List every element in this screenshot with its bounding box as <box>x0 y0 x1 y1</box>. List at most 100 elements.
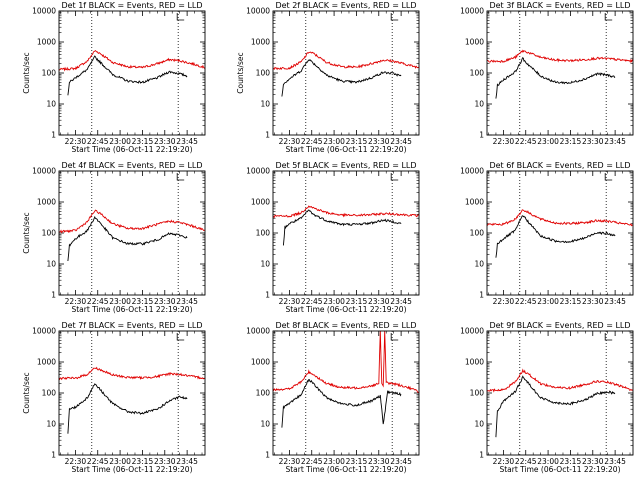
y-tick-label: 10000 <box>246 327 270 336</box>
x-tick-label: 23:00 <box>537 457 559 466</box>
y-tick-label: 10 <box>474 100 484 109</box>
x-axis-label: Start Time (06-Oct-11 22:19:20) <box>499 465 620 474</box>
y-tick-label: 10 <box>474 420 484 429</box>
chart-panel: Det 7f BLACK = Events, RED = LLD 1 10 100 10… <box>22 321 206 474</box>
y-tick-label: 1000 <box>251 198 270 207</box>
x-tick-label: 22:30 <box>493 297 515 306</box>
x-axis-label: Start Time (06-Oct-11 22:19:20) <box>71 145 192 154</box>
chart-panel: Det 4f BLACK = Events, RED = LLD 1 10 100 10… <box>22 161 206 314</box>
y-tick-label: 100 <box>256 69 271 78</box>
time-marker-bracket <box>176 13 185 21</box>
series-line-black-events <box>495 375 616 438</box>
x-tick-label: 23:00 <box>537 137 559 146</box>
y-tick-label: 1000 <box>465 198 484 207</box>
chart-title: Det 6f BLACK = Events, RED = LLD <box>489 161 630 170</box>
series-line-black-events <box>281 378 402 428</box>
y-tick-label: 10000 <box>460 167 484 176</box>
chart-title: Det 9f BLACK = Events, RED = LLD <box>489 321 630 330</box>
y-tick-label: 10 <box>260 260 270 269</box>
plot-frame <box>272 330 420 456</box>
chart-title: Det 1f BLACK = Events, RED = LLD <box>61 1 202 10</box>
y-tick-label: 1 <box>479 291 484 300</box>
y-tick-label: 1 <box>51 291 56 300</box>
x-tick-label: 22:45 <box>87 297 109 306</box>
x-tick-label: 23:30 <box>368 457 390 466</box>
x-tick-label: 23:00 <box>323 297 345 306</box>
y-axis-label: Counts/sec <box>236 52 245 93</box>
y-tick-label: 100 <box>256 229 271 238</box>
plot-frame <box>272 170 420 296</box>
x-tick-label: 22:45 <box>87 457 109 466</box>
x-tick-label: 23:45 <box>176 457 198 466</box>
x-tick-label: 23:45 <box>390 137 412 146</box>
plot-frame <box>486 10 634 136</box>
chart-panel: Det 3f BLACK = Events, RED = LLD 1 10 100 10… <box>460 1 634 146</box>
y-tick-label: 100 <box>470 229 485 238</box>
series-line-black-events <box>67 55 188 96</box>
y-tick-label: 100 <box>42 229 57 238</box>
x-tick-label: 23:15 <box>346 457 368 466</box>
x-tick-label: 23:15 <box>132 297 154 306</box>
x-tick-label: 23:30 <box>368 297 390 306</box>
time-marker-bracket <box>390 13 399 21</box>
time-marker-bracket <box>604 173 613 181</box>
x-tick-label: 23:00 <box>323 457 345 466</box>
y-tick-label: 1000 <box>37 198 56 207</box>
x-tick-label: 23:30 <box>154 457 176 466</box>
chart-panel: Det 1f BLACK = Events, RED = LLD 1 10 100 10… <box>22 1 206 154</box>
y-tick-label: 1000 <box>37 38 56 47</box>
time-marker-bracket <box>390 173 399 181</box>
time-marker-bracket <box>604 333 613 341</box>
y-tick-label: 1 <box>51 131 56 140</box>
series-line-red-lld <box>58 49 206 72</box>
x-tick-label: 22:45 <box>515 297 537 306</box>
y-tick-label: 1000 <box>465 38 484 47</box>
series-line-black-events <box>67 383 188 434</box>
y-tick-label: 10000 <box>32 327 56 336</box>
x-tick-label: 23:00 <box>323 137 345 146</box>
y-tick-label: 1 <box>479 451 484 460</box>
time-marker-bracket <box>390 333 399 341</box>
x-tick-label: 22:30 <box>65 137 87 146</box>
y-axis-label: Counts/sec <box>22 52 31 93</box>
x-tick-label: 23:15 <box>132 457 154 466</box>
x-tick-label: 22:30 <box>493 137 515 146</box>
y-tick-label: 1 <box>265 291 270 300</box>
plot-frame <box>272 10 420 136</box>
x-tick-label: 22:30 <box>279 457 301 466</box>
x-tick-label: 23:45 <box>176 137 198 146</box>
x-axis-label: Start Time (06-Oct-11 22:19:20) <box>71 305 192 314</box>
y-tick-label: 10 <box>46 420 56 429</box>
series-line-red-lld <box>272 51 420 71</box>
chart-title: Det 2f BLACK = Events, RED = LLD <box>275 1 416 10</box>
y-tick-label: 1 <box>265 131 270 140</box>
x-tick-label: 23:30 <box>582 457 604 466</box>
chart-title: Det 8f BLACK = Events, RED = LLD <box>275 321 416 330</box>
plot-frame <box>58 170 206 296</box>
chart-title: Det 7f BLACK = Events, RED = LLD <box>61 321 202 330</box>
x-tick-label: 23:00 <box>109 297 131 306</box>
series-line-red-lld <box>59 209 206 234</box>
x-tick-label: 23:45 <box>390 297 412 306</box>
y-tick-label: 10000 <box>460 327 484 336</box>
series-line-black-events <box>495 56 616 99</box>
series-line-black-events <box>495 215 616 258</box>
x-tick-label: 23:30 <box>582 137 604 146</box>
chart-panel: Det 8f BLACK = Events, RED = LLD 1 10 100 10… <box>246 321 420 474</box>
y-tick-label: 1000 <box>37 358 56 367</box>
y-tick-label: 1000 <box>251 38 270 47</box>
x-tick-label: 23:45 <box>390 457 412 466</box>
y-tick-label: 10000 <box>246 167 270 176</box>
x-axis-label: Start Time (06-Oct-11 22:19:20) <box>285 145 406 154</box>
x-axis-label: Start Time (06-Oct-11 22:19:20) <box>285 305 406 314</box>
x-tick-label: 22:30 <box>65 457 87 466</box>
time-marker-bracket <box>176 333 185 341</box>
x-tick-label: 23:30 <box>582 297 604 306</box>
x-tick-label: 23:15 <box>132 137 154 146</box>
plot-frame <box>486 170 634 296</box>
y-tick-label: 10 <box>474 260 484 269</box>
x-tick-label: 22:30 <box>279 137 301 146</box>
series-line-black-events <box>282 209 402 246</box>
x-tick-label: 22:45 <box>515 457 537 466</box>
x-tick-label: 22:45 <box>301 137 323 146</box>
